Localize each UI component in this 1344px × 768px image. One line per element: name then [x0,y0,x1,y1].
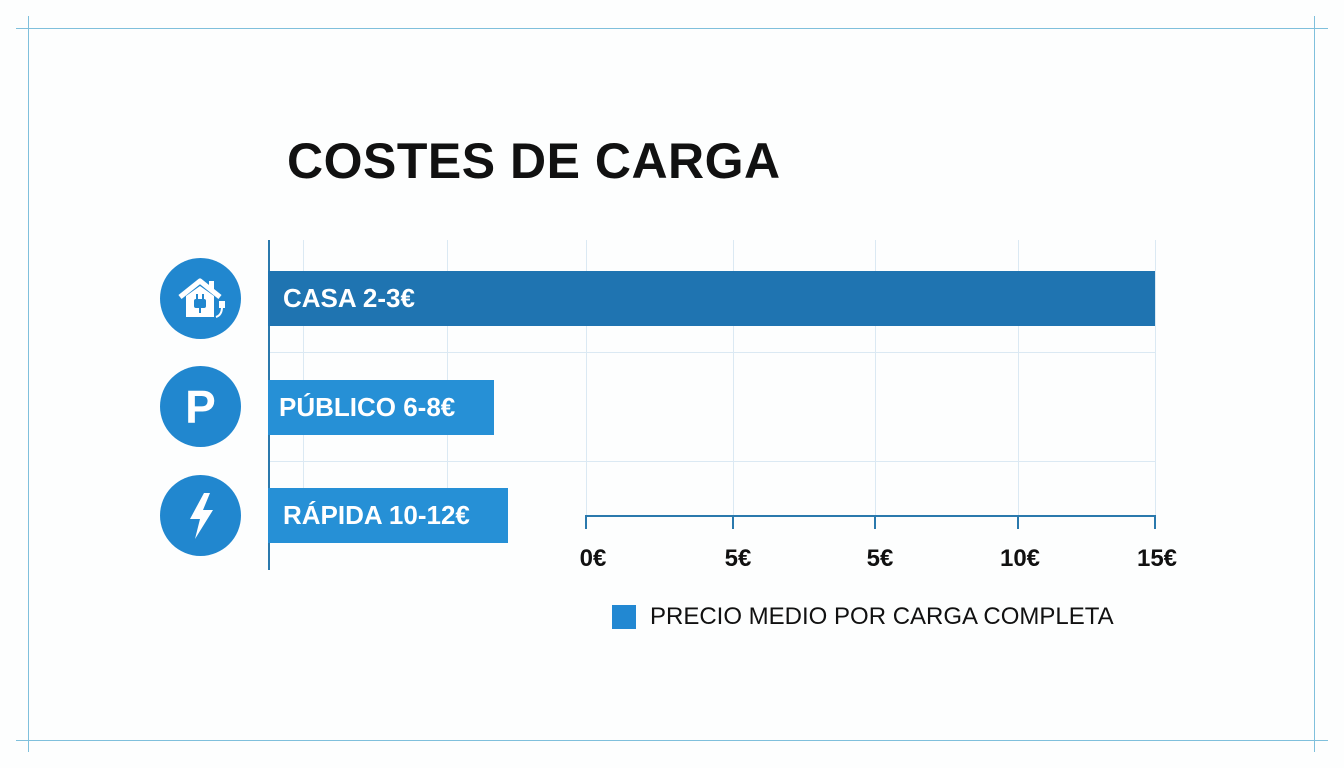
gridline [586,240,587,516]
frame-line-left [28,16,29,752]
x-tick-label: 5€ [866,545,894,572]
x-tick-label: 10€ [999,545,1041,572]
x-tick [1017,515,1019,529]
x-tick-label: 5€ [724,545,752,572]
bar-casa: CASA 2-3€ [268,271,1155,326]
legend-label: PRECIO MEDIO POR CARGA COMPLETA [650,603,1114,630]
chart-title: COSTES DE CARGA [287,133,781,189]
bar-label: PÚBLICO 6-8€ [279,392,456,422]
parking-icon: P [160,366,241,447]
gridline [1018,240,1019,516]
x-tick [585,515,587,529]
frame-line-bottom [16,740,1328,741]
lightning-icon [160,475,241,556]
house-plug-icon [160,258,241,339]
frame-line-top [16,28,1328,29]
gridline [268,352,1155,353]
bar-label: RÁPIDA 10-12€ [283,500,470,530]
x-tick [1154,515,1156,529]
gridline [303,240,304,516]
x-tick-label: 0€ [579,545,607,572]
gridline [268,461,1155,462]
gridline [447,240,448,516]
gridline [733,240,734,516]
x-tick [732,515,734,529]
x-tick [874,515,876,529]
frame-line-right [1314,16,1315,752]
x-tick-label: 15€ [1136,545,1178,572]
gridline [1155,240,1156,516]
legend-swatch [612,605,636,629]
gridline [875,240,876,516]
x-axis [586,515,1156,517]
bar-label: CASA 2-3€ [283,283,415,313]
legend: PRECIO MEDIO POR CARGA COMPLETA [612,603,1114,631]
bar-publico: PÚBLICO 6-8€ [268,380,494,435]
bar-rapida: RÁPIDA 10-12€ [268,488,508,543]
